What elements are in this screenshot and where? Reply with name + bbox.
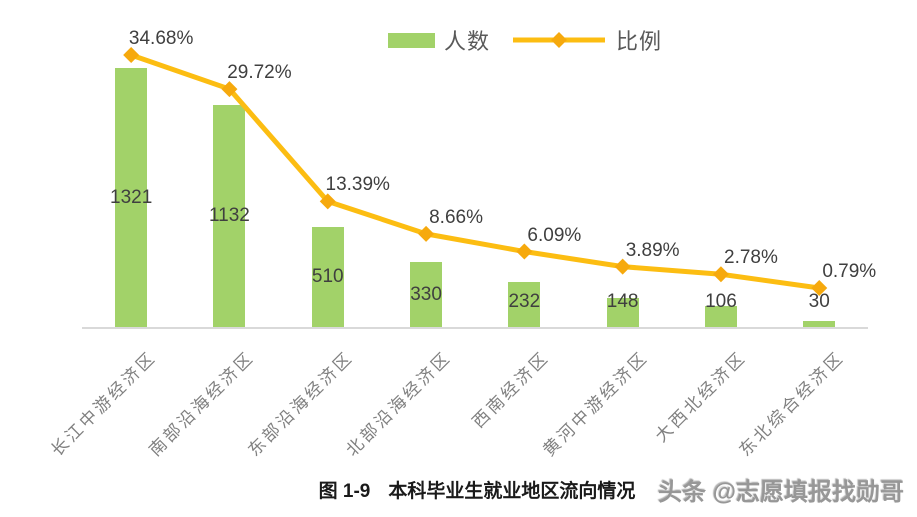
legend-bar-label: 人数: [444, 29, 491, 54]
line-marker: [712, 266, 729, 283]
chart-legend: 人数 比例: [388, 24, 662, 56]
trend-line: [130, 52, 820, 291]
line-point-label: 8.66%: [429, 206, 483, 228]
legend-line-icon: [513, 32, 606, 48]
bar: [311, 227, 344, 327]
bar-value-label: 1321: [110, 186, 153, 208]
watermark-text: 头条 @志愿填报找勋哥: [657, 479, 905, 506]
bar: [115, 68, 148, 327]
line-point-label: 2.78%: [724, 247, 778, 269]
bar-value-label: 232: [508, 291, 541, 312]
line-marker: [123, 46, 140, 63]
bar-value-label: 330: [410, 283, 442, 305]
line-marker: [221, 81, 238, 98]
bar: [704, 306, 737, 327]
bar-value-label: 30: [808, 291, 830, 312]
line-marker: [418, 225, 435, 242]
category-label: 南部沿海经济区: [145, 347, 259, 460]
line-marker: [811, 279, 828, 296]
bar-value-label: 148: [606, 291, 639, 312]
bar: [803, 321, 836, 327]
line-point-label: 34.68%: [128, 27, 194, 49]
legend-line-label: 比例: [616, 29, 663, 54]
figure-caption: 图 1-9 本科毕业生就业地区流向情况: [319, 476, 636, 503]
line-point-label: 13.39%: [325, 174, 390, 196]
bar: [410, 262, 443, 327]
line-point-label: 3.89%: [625, 239, 680, 261]
line-marker: [614, 258, 631, 275]
line-marker: [319, 193, 336, 210]
bar: [213, 105, 246, 327]
legend-bar-swatch: [388, 32, 435, 48]
bar: [606, 297, 639, 327]
bar-value-label: 1132: [209, 205, 250, 227]
line-marker: [516, 243, 533, 260]
line-point-label: 0.79%: [822, 260, 877, 282]
figure-number: 图 1-9: [318, 481, 371, 502]
category-label: 长江中游经济区: [47, 347, 161, 460]
line-point-label: 29.72%: [227, 62, 292, 84]
legend-line-marker: [551, 32, 568, 48]
bar-value-label: 510: [311, 266, 344, 288]
x-axis-line: [82, 327, 868, 329]
figure-title: 本科毕业生就业地区流向情况: [388, 481, 636, 502]
line-point-label: 6.09%: [527, 224, 582, 246]
bar-value-label: 106: [705, 291, 737, 312]
bar: [508, 281, 541, 327]
